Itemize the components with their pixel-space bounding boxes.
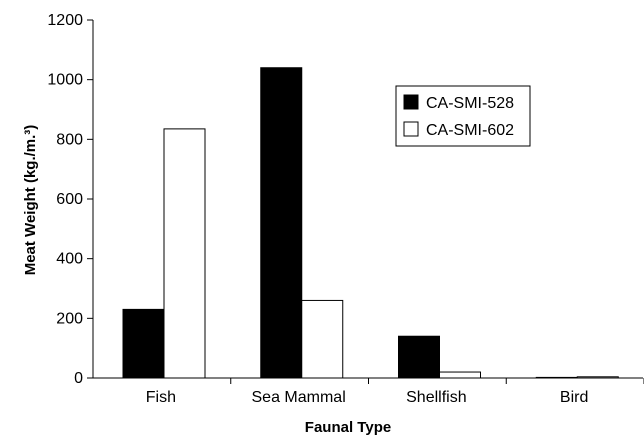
bar-ca-smi-528-shellfish [398,335,440,379]
bar-ca-smi-602-fish [163,128,206,379]
x-tick-label: Shellfish [406,389,466,406]
y-tick-label: 200 [56,310,83,327]
legend-label: CA-SMI-528 [426,95,514,112]
y-tick-label: 1000 [47,72,83,89]
x-tick-label: Fish [146,389,176,406]
bars-layer [122,67,619,379]
legend: CA-SMI-528 CA-SMI-602 [395,85,531,147]
y-tick-label: 0 [74,370,83,387]
legend-label: CA-SMI-602 [426,122,514,139]
x-tick-label: Sea Mammal [252,389,346,406]
axes-layer [87,19,644,384]
y-tick-label: 1200 [47,12,83,29]
bar-ca-smi-528-fish [122,308,165,379]
bar-ca-smi-602-sea-mammal [301,299,344,379]
legend-swatch-ca-smi-602 [403,121,419,137]
y-tick-label: 600 [56,191,83,208]
y-tick-label: 400 [56,251,83,268]
y-tick-label: 800 [56,131,83,148]
y-axis-title: Meat Weight (kg./m.³) [22,125,39,276]
legend-swatch-ca-smi-528 [403,94,419,110]
x-tick-label: Bird [560,389,588,406]
labels-layer: 0 200 400 600 800 1000 1200 Fish Sea Mammal Shell… [22,12,588,436]
bar-ca-smi-602-shellfish [439,371,481,379]
x-axis-title: Faunal Type [305,419,391,436]
bar-ca-smi-528-sea-mammal [260,67,303,379]
